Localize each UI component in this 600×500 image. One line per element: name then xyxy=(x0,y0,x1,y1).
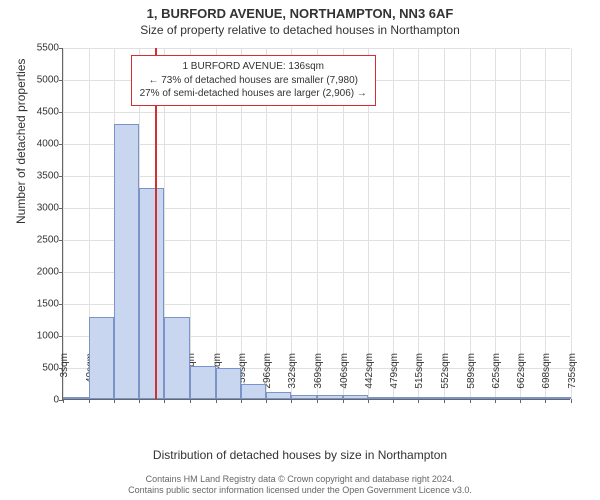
histogram-bar xyxy=(470,397,495,399)
gridline-vertical xyxy=(571,48,572,399)
gridline-vertical xyxy=(545,48,546,399)
x-tick-label: 515sqm xyxy=(414,353,425,403)
chart-area: 0500100015002000250030003500400045005000… xyxy=(62,48,570,400)
gridline-vertical xyxy=(444,48,445,399)
histogram-bar xyxy=(444,397,470,399)
annotation-line: 27% of semi-detached houses are larger (… xyxy=(140,87,367,101)
histogram-bar xyxy=(317,395,343,399)
histogram-bar xyxy=(418,397,444,399)
x-tick-label: 552sqm xyxy=(440,353,451,403)
histogram-bar xyxy=(393,397,418,399)
page-subtitle: Size of property relative to detached ho… xyxy=(0,23,600,37)
page-title: 1, BURFORD AVENUE, NORTHAMPTON, NN3 6AF xyxy=(0,6,600,21)
gridline-vertical xyxy=(393,48,394,399)
footer-line-2: Contains public sector information licen… xyxy=(0,485,600,496)
footer-line-1: Contains HM Land Registry data © Crown c… xyxy=(0,474,600,485)
x-tick-label: 479sqm xyxy=(389,353,400,403)
annotation-line: 1 BURFORD AVENUE: 136sqm xyxy=(140,60,367,74)
gridline-vertical xyxy=(418,48,419,399)
histogram-bar xyxy=(545,397,571,399)
x-tick-label: 589sqm xyxy=(466,353,477,403)
histogram-bar xyxy=(495,397,521,399)
x-tick-label: 662sqm xyxy=(516,353,527,403)
histogram-bar xyxy=(164,317,190,399)
x-axis-label: Distribution of detached houses by size … xyxy=(0,448,600,462)
histogram-bar xyxy=(291,395,317,399)
histogram-bar xyxy=(190,366,216,399)
histogram-bar xyxy=(139,188,164,399)
histogram-bar xyxy=(241,384,267,399)
x-tick-label: 3sqm xyxy=(59,353,70,403)
histogram-bar xyxy=(114,124,140,399)
histogram-bar xyxy=(368,397,394,399)
x-tick-label: 735sqm xyxy=(567,353,578,403)
annotation-box: 1 BURFORD AVENUE: 136sqm← 73% of detache… xyxy=(131,55,376,106)
histogram-bar xyxy=(216,368,241,399)
histogram-bar xyxy=(343,395,368,399)
y-axis-label: Number of detached properties xyxy=(14,59,28,224)
gridline-vertical xyxy=(495,48,496,399)
footer-attribution: Contains HM Land Registry data © Crown c… xyxy=(0,474,600,497)
histogram-bar xyxy=(520,397,545,399)
annotation-line: ← 73% of detached houses are smaller (7,… xyxy=(140,74,367,88)
histogram-bar xyxy=(266,392,291,399)
plot-area: 0500100015002000250030003500400045005000… xyxy=(62,48,570,400)
x-tick-label: 625sqm xyxy=(491,353,502,403)
gridline-vertical xyxy=(520,48,521,399)
gridline-vertical xyxy=(470,48,471,399)
histogram-bar xyxy=(63,397,89,399)
x-tick-label: 698sqm xyxy=(541,353,552,403)
gridline-vertical xyxy=(63,48,64,399)
histogram-bar xyxy=(89,317,114,399)
